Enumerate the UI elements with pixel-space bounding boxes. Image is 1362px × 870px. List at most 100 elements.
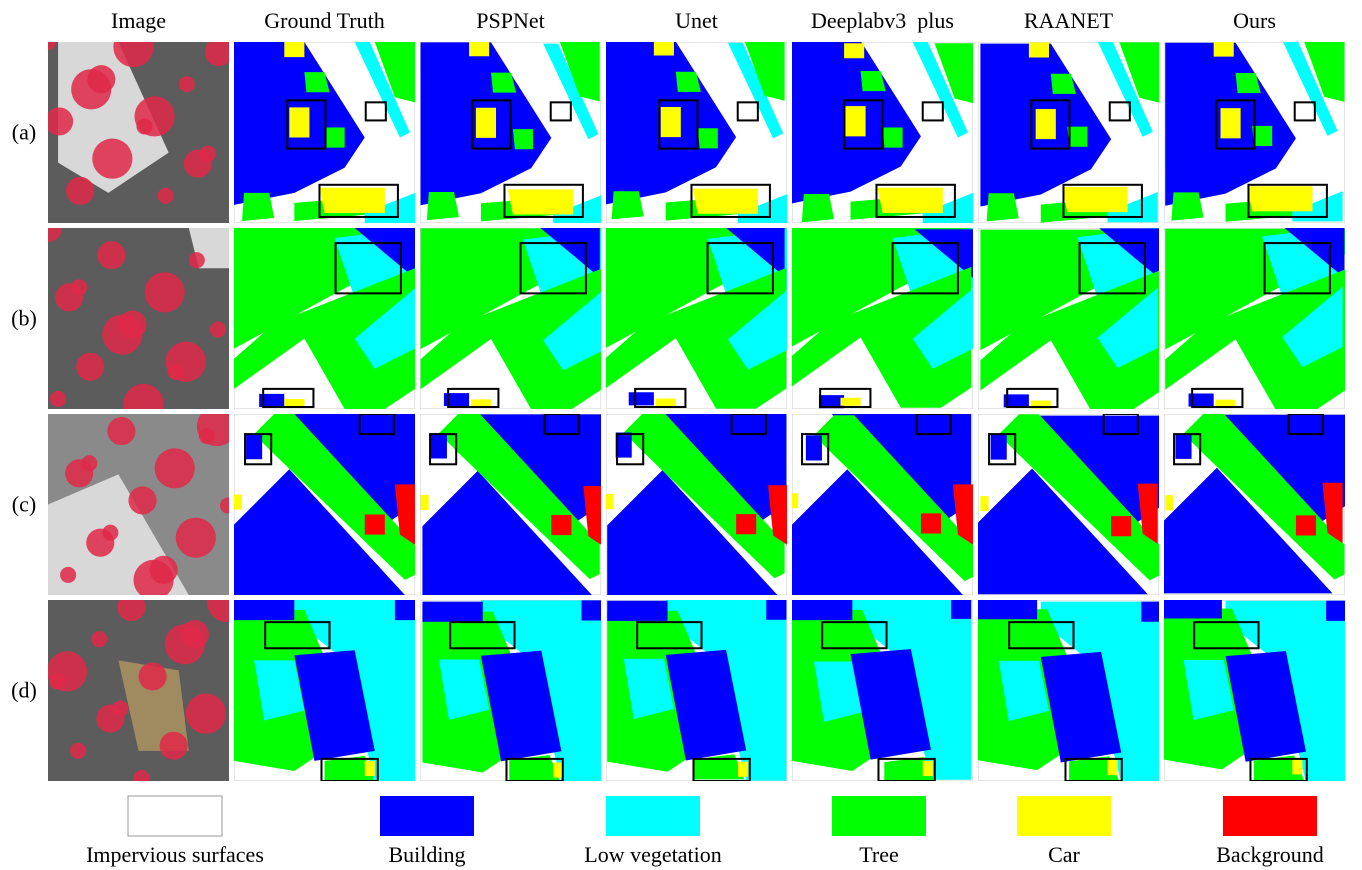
panel xyxy=(40,27,233,223)
seg-region xyxy=(883,127,903,147)
photo-tree xyxy=(55,283,83,311)
photo-tree xyxy=(50,391,66,407)
panel xyxy=(420,41,603,224)
photo-tree xyxy=(205,38,233,66)
panel xyxy=(977,414,1162,595)
panel xyxy=(234,42,415,223)
photo-tree xyxy=(210,322,226,338)
panel xyxy=(605,226,788,409)
seg-region xyxy=(1036,109,1056,139)
seg-region xyxy=(1292,759,1302,774)
seg-region xyxy=(1165,495,1173,510)
photo-tree xyxy=(128,486,156,514)
photo-tree xyxy=(165,624,205,664)
photo-tree xyxy=(65,459,93,487)
photo-tree xyxy=(76,353,104,381)
seg-region xyxy=(284,399,304,407)
seg-region xyxy=(951,599,971,619)
column-header: Ground Truth xyxy=(264,8,384,33)
seg-region xyxy=(284,42,304,57)
panel xyxy=(790,41,975,223)
photo-tree xyxy=(139,662,167,690)
panel xyxy=(605,40,788,223)
seg-region xyxy=(1111,516,1131,536)
seg-region xyxy=(629,392,654,405)
photo-tree xyxy=(199,428,215,444)
panel xyxy=(420,413,603,596)
panel xyxy=(234,414,415,595)
seg-region xyxy=(234,600,294,620)
seg-region xyxy=(365,515,385,535)
panel xyxy=(48,406,237,600)
seg-region xyxy=(977,599,1037,619)
panel xyxy=(792,599,973,782)
seg-region xyxy=(1221,108,1241,138)
panel xyxy=(47,582,247,786)
seg-region xyxy=(581,600,601,620)
seg-region xyxy=(661,107,681,137)
photo-tree xyxy=(107,417,135,445)
column-header: RAANET xyxy=(1024,8,1114,33)
seg-region xyxy=(736,514,756,534)
panel xyxy=(1164,226,1346,409)
seg-region xyxy=(921,513,941,533)
photo-tree xyxy=(186,694,226,734)
seg-region xyxy=(840,398,860,406)
seg-region xyxy=(422,602,482,622)
seg-region xyxy=(802,194,834,222)
seg-region xyxy=(792,600,852,620)
seg-region xyxy=(987,193,1019,221)
column-header: PSPNet xyxy=(476,8,544,33)
panel xyxy=(790,413,975,595)
legend-label: Background xyxy=(1216,842,1324,867)
photo-tree xyxy=(102,314,142,354)
seg-region xyxy=(605,494,613,509)
column-header: Unet xyxy=(675,8,718,33)
seg-region xyxy=(551,515,571,535)
seg-region xyxy=(234,494,242,509)
seg-region xyxy=(654,40,674,55)
photo-tree xyxy=(91,631,107,647)
photo-tree xyxy=(66,177,94,205)
seg-region xyxy=(1214,42,1234,57)
panel xyxy=(606,600,787,781)
seg-region xyxy=(1247,186,1312,211)
row-label: (c) xyxy=(12,492,36,517)
photo-tree xyxy=(155,448,195,488)
legend-label: Low vegetation xyxy=(584,842,721,867)
seg-region xyxy=(1062,187,1127,212)
seg-region xyxy=(1162,598,1222,618)
photo-tree xyxy=(60,567,76,583)
legend-swatch xyxy=(1017,796,1111,836)
photo-tree xyxy=(70,743,86,759)
seg-region xyxy=(698,128,718,148)
photo-tree xyxy=(136,118,152,134)
seg-region xyxy=(656,399,676,407)
panel xyxy=(1162,598,1347,781)
seg-region xyxy=(612,191,644,219)
panel xyxy=(977,599,1162,782)
seg-region xyxy=(1029,42,1049,57)
row-label: (a) xyxy=(12,120,36,145)
column-header: Deeplabv3 plus xyxy=(811,8,954,33)
photo-tree xyxy=(49,673,65,689)
seg-region xyxy=(1326,601,1346,621)
seg-region xyxy=(427,192,459,220)
row-label: (d) xyxy=(11,678,37,703)
photo-tree xyxy=(71,69,111,109)
photo-tree xyxy=(133,560,173,600)
seg-region xyxy=(607,601,667,621)
seg-region xyxy=(1296,515,1316,535)
panel xyxy=(34,214,229,424)
seg-region xyxy=(421,495,429,510)
seg-region xyxy=(923,761,933,776)
photo-tree xyxy=(117,593,145,621)
photo-tree xyxy=(40,34,56,50)
seg-region xyxy=(242,193,274,221)
seg-region xyxy=(431,433,447,458)
seg-region xyxy=(693,189,758,214)
column-header: Ours xyxy=(1233,8,1276,33)
photo-tree xyxy=(97,241,125,269)
photo-tree xyxy=(92,139,132,179)
photo-tree xyxy=(176,518,216,558)
